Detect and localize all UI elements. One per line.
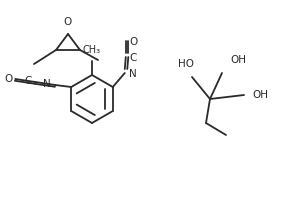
Text: N: N	[43, 79, 51, 89]
Text: CH₃: CH₃	[83, 45, 101, 55]
Text: N: N	[129, 69, 137, 79]
Text: OH: OH	[252, 90, 268, 100]
Text: C: C	[25, 76, 32, 86]
Text: O: O	[64, 17, 72, 27]
Text: O: O	[4, 74, 12, 84]
Text: C: C	[130, 53, 137, 63]
Text: OH: OH	[230, 55, 246, 65]
Text: O: O	[130, 37, 138, 47]
Text: HO: HO	[178, 59, 194, 69]
